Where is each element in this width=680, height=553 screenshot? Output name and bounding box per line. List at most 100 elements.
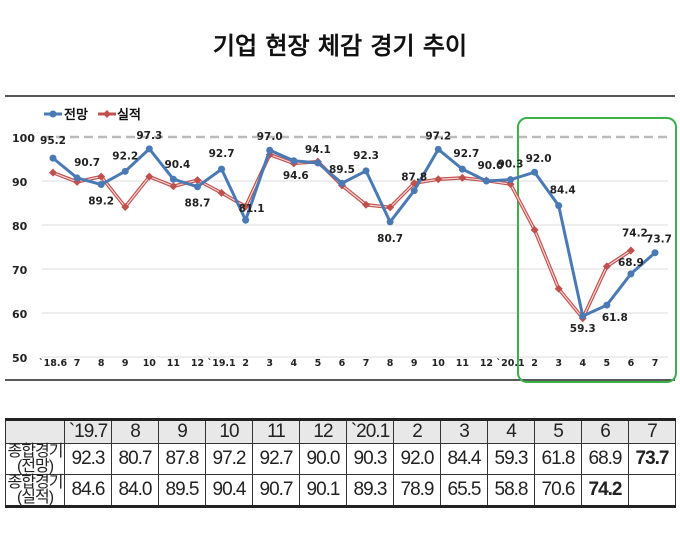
data-label-outlook: 89.2: [88, 196, 114, 208]
data-point-actual: [145, 172, 154, 181]
data-point-actual: [530, 225, 539, 234]
data-label-actual: 74.2: [622, 228, 648, 240]
x-tick-label: 7: [652, 358, 659, 369]
y-tick-label: 60: [12, 308, 28, 321]
x-tick-label: 12: [191, 358, 204, 369]
data-point-outlook: [121, 167, 129, 175]
x-tick-label: 5: [315, 358, 322, 369]
data-label-outlook: 92.2: [112, 150, 138, 162]
data-label-outlook: 92.3: [353, 150, 379, 162]
data-point-outlook: [266, 146, 274, 154]
value-cell: 58.8: [487, 474, 535, 507]
value-cell: 92.7: [252, 443, 300, 475]
x-tick-label: 9: [122, 358, 129, 369]
y-tick-label: 80: [12, 220, 28, 233]
data-label-outlook: 59.3: [570, 323, 596, 335]
data-label-outlook: 88.7: [185, 198, 211, 210]
data-point-actual: [193, 176, 202, 185]
header-cell: 10: [205, 419, 253, 444]
value-cell: [628, 474, 676, 507]
header-cell: `20.1: [346, 419, 394, 444]
page-title: 기업 현장 체감 경기 추이: [212, 32, 468, 60]
data-point-outlook: [627, 270, 635, 278]
data-point-actual: [458, 173, 467, 182]
value-cell: 74.2: [581, 474, 629, 507]
x-tick-label: 2: [242, 358, 249, 369]
data-point-actual: [554, 284, 563, 293]
header-cell: 9: [158, 419, 206, 444]
data-point-outlook: [314, 159, 322, 167]
data-label-outlook: 73.7: [646, 234, 672, 246]
data-point-outlook: [169, 175, 177, 183]
data-label-outlook: 87.8: [401, 172, 427, 184]
data-label-outlook: 84.4: [550, 185, 576, 197]
value-cell: 90.0: [299, 443, 347, 475]
value-cell: 84.4: [440, 443, 488, 475]
x-tick-label: 10: [432, 358, 446, 369]
data-point-outlook: [290, 157, 298, 165]
table-row-outlook: 종합경기 (전망) 92.3 80.7 87.8 97.2 92.7 90.0 90.3 92.0…: [5, 443, 676, 475]
y-tick-label: 50: [12, 352, 28, 365]
x-tick-label: 8: [387, 358, 394, 369]
corner-cell: [5, 419, 65, 444]
data-label-outlook: 92.7: [453, 148, 479, 160]
header-cell: 7: [628, 419, 676, 444]
data-point-actual: [626, 246, 635, 255]
value-cell: 61.8: [534, 443, 582, 475]
x-tick-label: 5: [604, 358, 611, 369]
highlight-box: [517, 117, 677, 383]
x-tick-label: 8: [98, 358, 105, 369]
x-tick-label: `18.6: [39, 358, 68, 369]
data-label-outlook: 80.7: [377, 233, 403, 245]
data-label-outlook: 81.1: [239, 203, 265, 215]
header-cell: `19.7: [64, 419, 112, 444]
data-point-outlook: [49, 154, 57, 162]
y-tick-label: 70: [12, 264, 28, 277]
header-cell: 2: [393, 419, 441, 444]
data-point-outlook: [97, 181, 105, 189]
data-point-actual: [241, 202, 250, 211]
table-row-actual: 종합경기 (실적) 84.6 84.0 89.5 90.4 90.7 90.1 89.3 78.9…: [5, 474, 676, 507]
header-cell: 8: [111, 419, 159, 444]
y-tick-label: 100: [12, 132, 35, 145]
header-cell: 11: [252, 419, 300, 444]
row-header: 종합경기 (전망): [5, 443, 65, 475]
value-cell: 92.0: [393, 443, 441, 475]
x-tick-label: 7: [74, 358, 81, 369]
row-label-sub: (전망): [16, 458, 54, 475]
data-point-actual: [434, 175, 443, 184]
data-table: `19.7 8 9 10 11 12 `20.1 2 3 4 5 6 7 종합경기 (전망) 92.3 80.…: [5, 418, 676, 508]
value-cell: 89.3: [346, 474, 394, 507]
series-line-actual-inner: [52, 153, 632, 320]
header-cell: 4: [487, 419, 535, 444]
x-tick-label: 10: [143, 358, 157, 369]
x-tick-label: 3: [266, 358, 273, 369]
value-cell: 84.6: [64, 474, 112, 507]
data-point-actual: [49, 168, 57, 177]
x-tick-label: 7: [363, 358, 370, 369]
data-point-outlook: [579, 312, 587, 320]
y-tick-label: 90: [12, 176, 28, 189]
data-point-outlook: [193, 183, 201, 191]
data-point-outlook: [482, 177, 490, 185]
data-label-outlook: 97.2: [425, 130, 451, 142]
x-tick-label: 6: [339, 358, 346, 369]
value-cell: 65.5: [440, 474, 488, 507]
data-label-outlook: 90.0: [477, 160, 503, 172]
x-tick-label: 11: [456, 358, 469, 369]
value-cell: 59.3: [487, 443, 535, 475]
data-point-outlook: [73, 174, 81, 182]
data-point-outlook: [531, 168, 539, 176]
data-label-outlook: 90.4: [164, 159, 190, 171]
value-cell: 97.2: [205, 443, 253, 475]
data-point-outlook: [362, 167, 370, 175]
x-tick-label: `20.1: [496, 358, 524, 369]
data-label-outlook: 92.0: [526, 153, 552, 165]
data-label-outlook: 90.3: [498, 159, 524, 171]
data-label-outlook: 61.8: [602, 312, 628, 324]
header-cell: 5: [534, 419, 582, 444]
data-point-outlook: [603, 301, 611, 309]
data-point-outlook: [458, 165, 466, 173]
x-tick-label: 9: [411, 358, 418, 369]
value-cell: 89.5: [158, 474, 206, 507]
